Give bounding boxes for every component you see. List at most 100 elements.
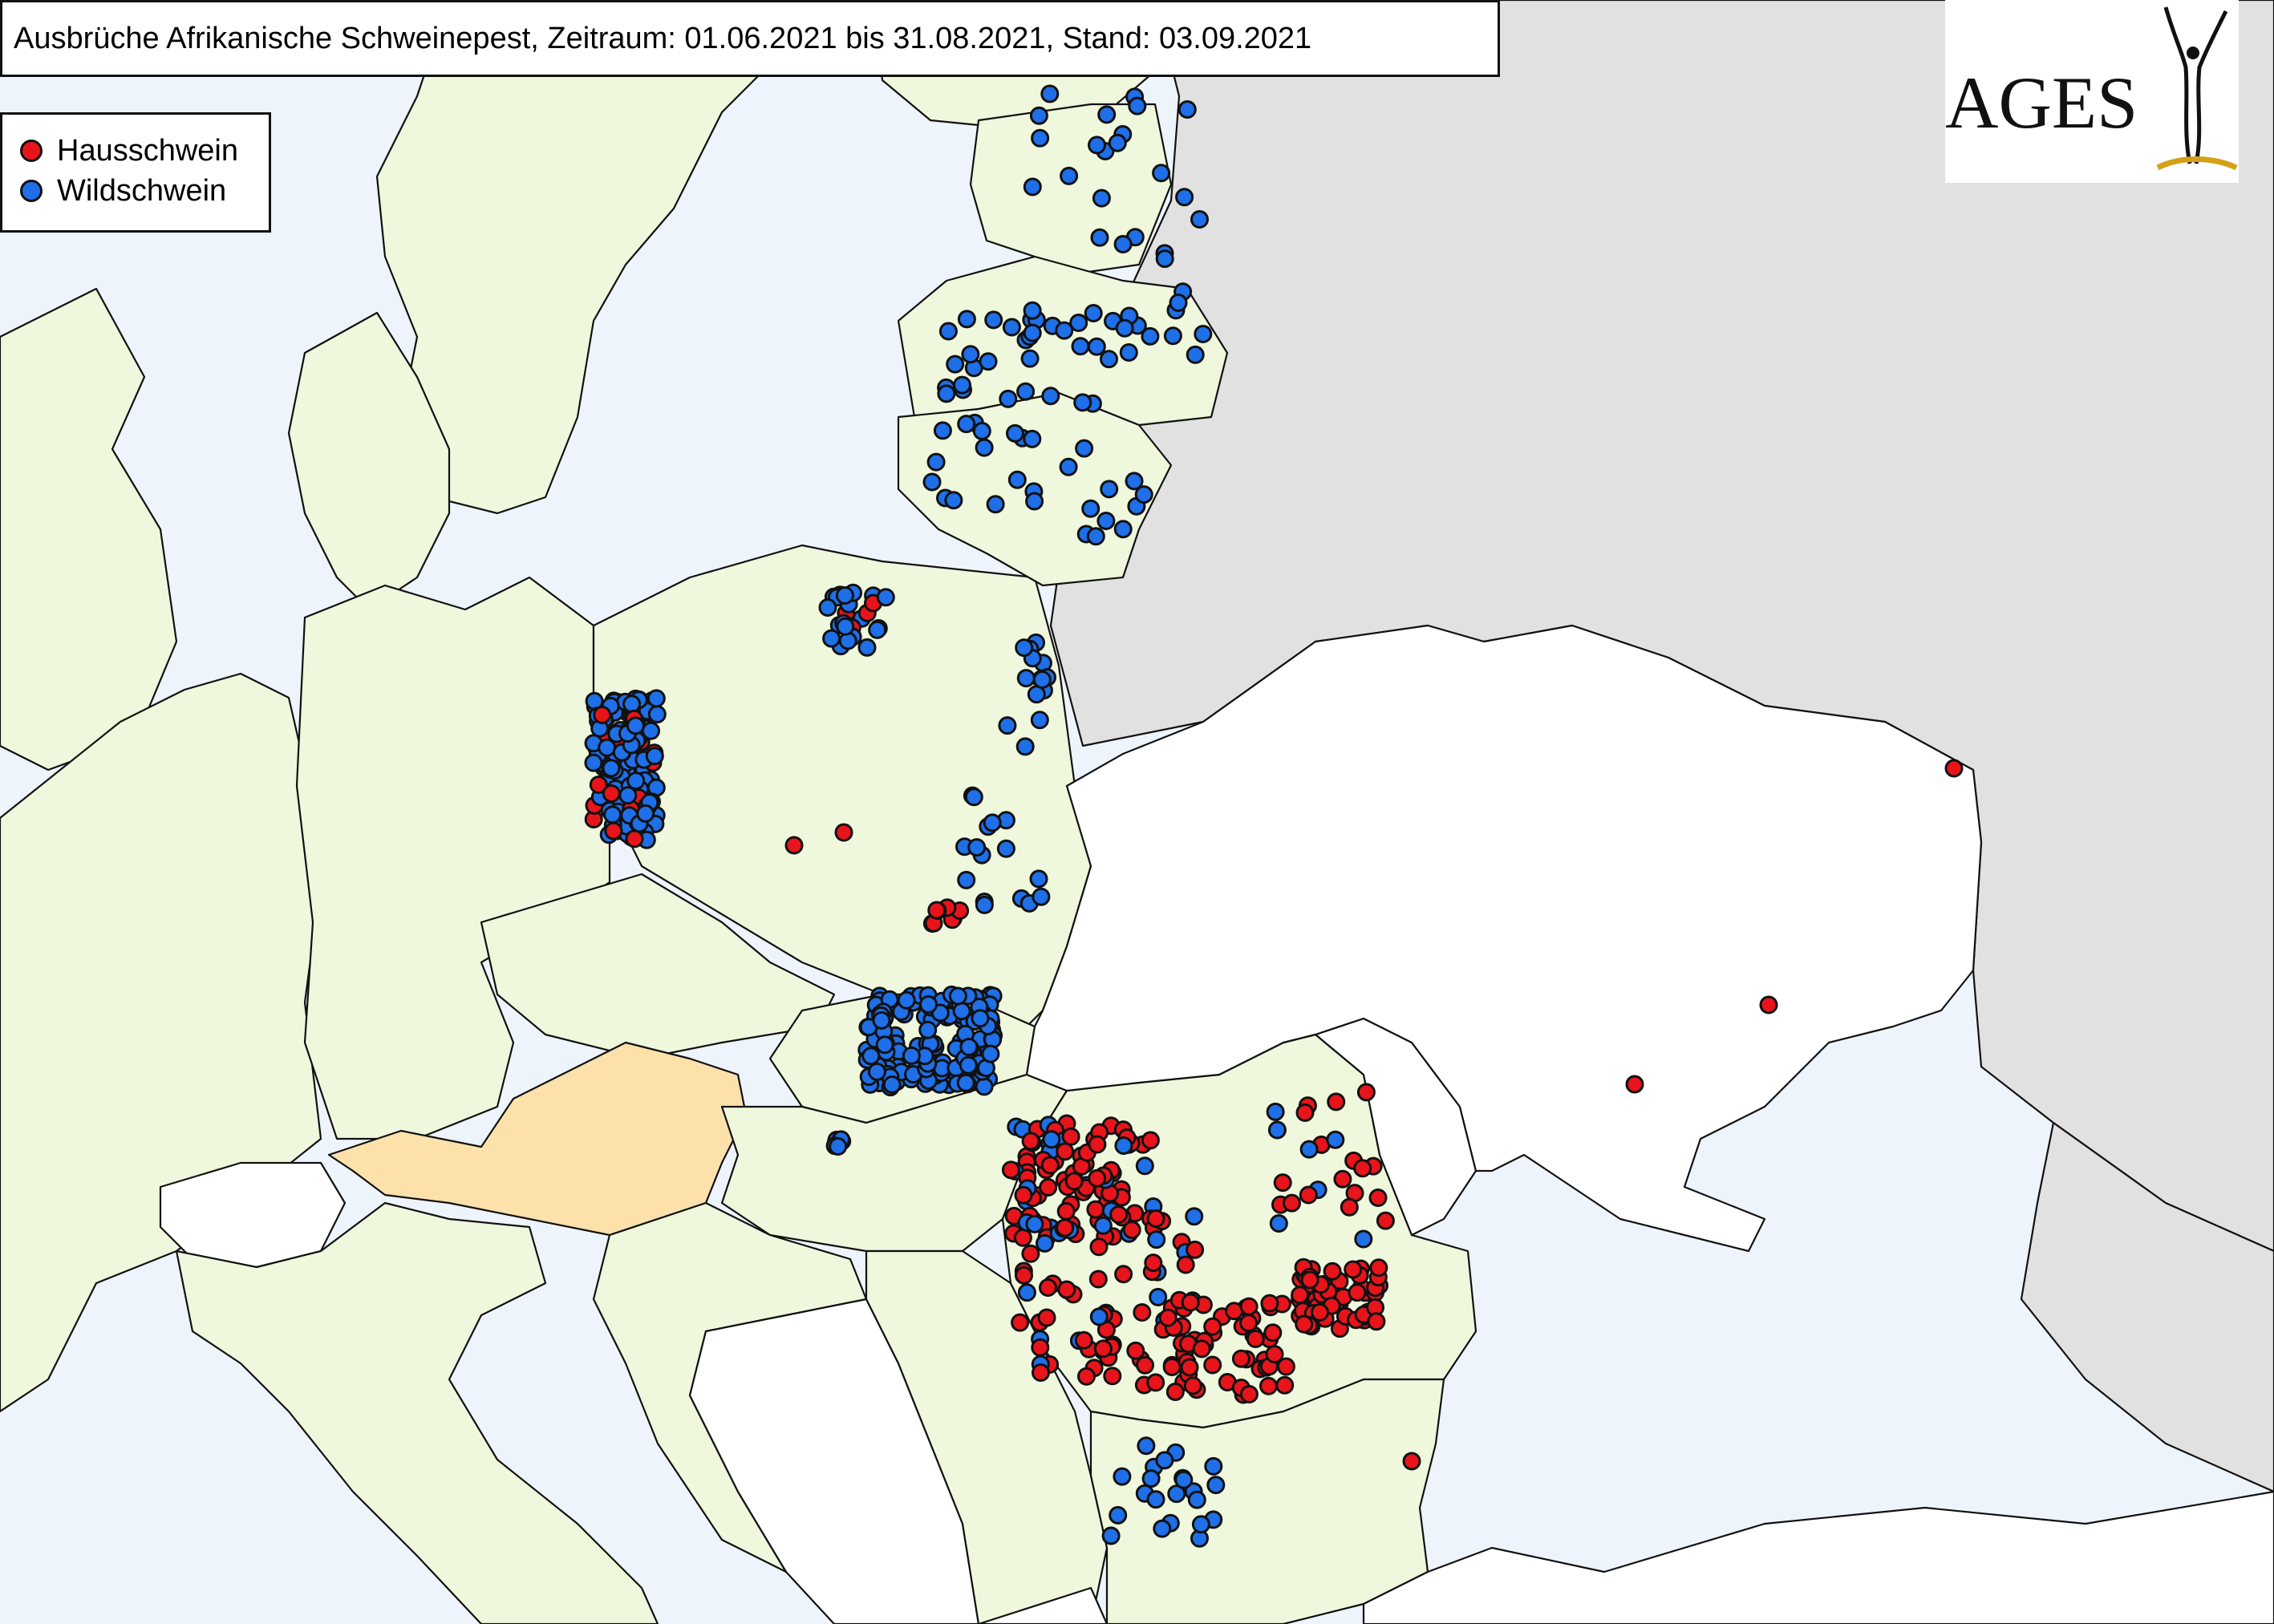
outbreak-marker-wildschwein bbox=[1042, 1130, 1061, 1149]
outbreak-marker-hausschwein bbox=[1273, 1173, 1292, 1193]
outbreak-marker-wildschwein bbox=[857, 638, 877, 657]
outbreak-marker-hausschwein bbox=[927, 901, 946, 920]
outbreak-marker-hausschwein bbox=[1344, 1260, 1363, 1279]
outbreak-marker-wildschwein bbox=[937, 384, 956, 403]
outbreak-marker-wildschwein bbox=[1016, 382, 1036, 401]
outbreak-marker-wildschwein bbox=[1092, 188, 1111, 208]
outbreak-marker-hausschwein bbox=[1114, 1265, 1133, 1284]
outbreak-marker-hausschwein bbox=[1001, 1160, 1020, 1180]
outbreak-marker-wildschwein bbox=[1191, 1515, 1210, 1534]
outbreak-marker-hausschwein bbox=[1186, 1240, 1205, 1259]
outbreak-marker-hausschwein bbox=[1263, 1323, 1283, 1343]
bulgaria bbox=[1089, 1378, 1445, 1624]
outbreak-marker-wildschwein bbox=[1101, 1526, 1121, 1545]
outbreak-marker-hausschwein bbox=[589, 776, 608, 794]
united-kingdom bbox=[0, 287, 178, 772]
outbreak-marker-wildschwein bbox=[1174, 1470, 1194, 1489]
outbreak-marker-hausschwein bbox=[625, 829, 644, 848]
outbreak-marker-wildschwein bbox=[1023, 429, 1042, 448]
outbreak-marker-hausschwein bbox=[1015, 1266, 1033, 1285]
outbreak-marker-wildschwein bbox=[1084, 304, 1103, 322]
outbreak-marker-wildschwein bbox=[1040, 84, 1060, 103]
outbreak-marker-wildschwein bbox=[967, 838, 987, 857]
legend-item-wildschwein: Wildschwein bbox=[20, 171, 269, 211]
outbreak-marker-hausschwein bbox=[1260, 1294, 1279, 1313]
outbreak-marker-wildschwein bbox=[975, 895, 994, 914]
outbreak-marker-hausschwein bbox=[1275, 1375, 1295, 1395]
outbreak-marker-wildschwein bbox=[1097, 105, 1117, 124]
outbreak-marker-hausschwein bbox=[1021, 1244, 1040, 1263]
outbreak-marker-wildschwein bbox=[998, 716, 1017, 735]
outbreak-marker-wildschwein bbox=[1147, 1230, 1166, 1249]
outbreak-marker-hausschwein bbox=[1239, 1385, 1259, 1403]
outbreak-marker-wildschwein bbox=[867, 1062, 886, 1081]
outbreak-marker-wildschwein bbox=[1093, 1216, 1113, 1235]
outbreak-marker-wildschwein bbox=[1060, 166, 1079, 185]
outbreak-marker-hausschwein bbox=[1283, 1193, 1301, 1213]
outbreak-marker-hausschwein bbox=[1064, 1172, 1084, 1191]
legend-item-hausschwein: Hausschwein bbox=[20, 131, 269, 171]
outbreak-marker-hausschwein bbox=[1367, 1312, 1386, 1331]
outbreak-marker-wildschwein bbox=[979, 352, 998, 371]
caucasus bbox=[2020, 1121, 2274, 1493]
outbreak-marker-wildschwein bbox=[957, 870, 976, 889]
outbreak-marker-wildschwein bbox=[1178, 100, 1197, 119]
outbreak-marker-wildschwein bbox=[1017, 1283, 1036, 1302]
outbreak-marker-wildschwein bbox=[818, 598, 837, 617]
outbreak-marker-hausschwein bbox=[1246, 1330, 1265, 1348]
outbreak-marker-hausschwein bbox=[1225, 1302, 1244, 1321]
outbreak-marker-hausschwein bbox=[1625, 1075, 1644, 1094]
outbreak-marker-wildschwein bbox=[1163, 326, 1182, 346]
red-dot-icon bbox=[20, 140, 43, 162]
outbreak-marker-wildschwein bbox=[618, 786, 638, 805]
outbreak-marker-wildschwein bbox=[1155, 1451, 1174, 1470]
outbreak-marker-wildschwein bbox=[1175, 188, 1194, 207]
outbreak-marker-hausschwein bbox=[1037, 1308, 1056, 1327]
outbreak-marker-wildschwein bbox=[1135, 1156, 1154, 1176]
outbreak-marker-wildschwein bbox=[1206, 1476, 1226, 1495]
outbreak-marker-hausschwein bbox=[1146, 1373, 1165, 1392]
outbreak-marker-wildschwein bbox=[1002, 318, 1021, 337]
outbreak-marker-hausschwein bbox=[834, 823, 853, 842]
outbreak-marker-wildschwein bbox=[1025, 1214, 1044, 1233]
outbreak-marker-wildschwein bbox=[1149, 1287, 1168, 1306]
outbreak-marker-hausschwein bbox=[1144, 1253, 1163, 1273]
outbreak-marker-hausschwein bbox=[1759, 995, 1778, 1014]
outbreak-marker-hausschwein bbox=[1162, 1358, 1182, 1376]
outbreak-marker-wildschwein bbox=[1081, 499, 1101, 518]
outbreak-marker-hausschwein bbox=[1203, 1355, 1222, 1375]
legend-label-wildschwein: Wildschwein bbox=[57, 173, 227, 208]
legend: Hausschwein Wildschwein bbox=[0, 112, 271, 233]
outbreak-marker-hausschwein bbox=[1203, 1317, 1222, 1336]
outbreak-marker-wildschwein bbox=[1113, 1467, 1132, 1486]
outbreak-marker-wildschwein bbox=[835, 586, 854, 605]
outbreak-marker-hausschwein bbox=[593, 706, 612, 724]
outbreak-marker-wildschwein bbox=[642, 721, 660, 740]
outbreak-marker-wildschwein bbox=[1204, 1456, 1223, 1476]
outbreak-marker-hausschwein bbox=[1291, 1286, 1310, 1305]
outbreak-marker-wildschwein bbox=[1090, 228, 1109, 247]
ages-logo-text: AGES bbox=[1945, 62, 2138, 144]
outbreak-marker-hausschwein bbox=[1077, 1367, 1096, 1386]
outbreak-marker-hausschwein bbox=[1158, 1308, 1178, 1327]
outbreak-marker-wildschwein bbox=[1032, 887, 1051, 906]
outbreak-marker-wildschwein bbox=[1141, 1469, 1161, 1488]
outbreak-marker-wildschwein bbox=[602, 759, 621, 778]
outbreak-marker-hausschwein bbox=[1061, 1127, 1080, 1146]
outbreak-marker-wildschwein bbox=[1194, 325, 1213, 343]
outbreak-marker-wildschwein bbox=[1100, 480, 1119, 499]
outbreak-marker-wildschwein bbox=[1086, 527, 1105, 546]
outbreak-marker-hausschwein bbox=[1295, 1314, 1314, 1334]
outbreak-marker-wildschwein bbox=[957, 310, 976, 329]
outbreak-marker-wildschwein bbox=[1007, 470, 1027, 489]
outbreak-marker-hausschwein bbox=[1239, 1297, 1259, 1316]
denmark bbox=[287, 311, 451, 611]
legend-label-hausschwein: Hausschwein bbox=[57, 133, 238, 168]
outbreak-marker-hausschwein bbox=[1356, 1083, 1376, 1102]
outbreak-marker-wildschwein bbox=[897, 990, 916, 1010]
outbreak-marker-wildschwein bbox=[1088, 136, 1106, 155]
outbreak-marker-wildschwein bbox=[822, 629, 841, 648]
outbreak-marker-hausschwein bbox=[1333, 1169, 1352, 1189]
outbreak-marker-wildschwein bbox=[1069, 314, 1088, 332]
